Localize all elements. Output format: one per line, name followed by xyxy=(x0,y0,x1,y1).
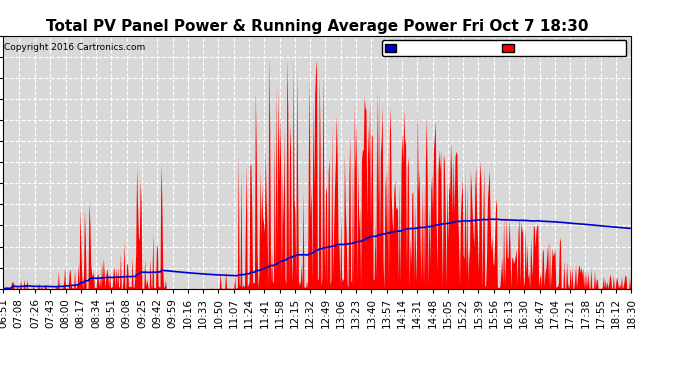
Text: Copyright 2016 Cartronics.com: Copyright 2016 Cartronics.com xyxy=(4,43,146,52)
Legend: Average  (DC Watts), PV Panels  (DC Watts): Average (DC Watts), PV Panels (DC Watts) xyxy=(382,40,627,56)
Title: Total PV Panel Power & Running Average Power Fri Oct 7 18:30: Total PV Panel Power & Running Average P… xyxy=(46,20,589,34)
